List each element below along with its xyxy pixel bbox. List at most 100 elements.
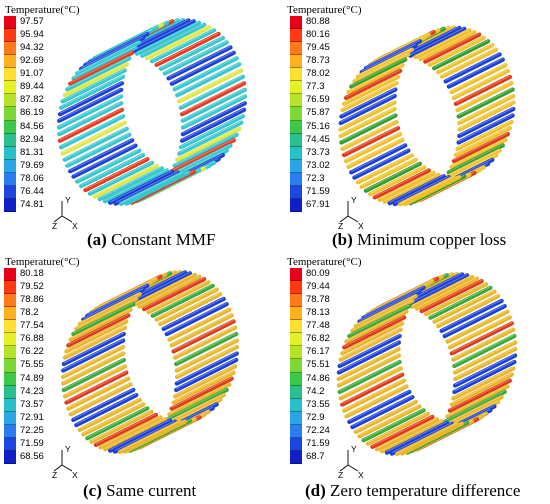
winding-bar-highlight: [459, 101, 514, 129]
winding-bar-highlight: [365, 162, 421, 191]
winding-bar-highlight: [359, 290, 420, 322]
winding-bar: [62, 364, 128, 399]
winding-bar: [164, 301, 229, 337]
winding-bar: [142, 277, 207, 312]
winding-bar-highlight: [349, 390, 410, 422]
tick-label: 80.16: [306, 29, 330, 41]
colorbar-swatch: [4, 398, 16, 412]
winding-bar: [177, 120, 244, 156]
winding-bar-highlight: [62, 339, 124, 370]
winding-bar-highlight: [350, 143, 406, 172]
winding-bar-highlight: [338, 354, 400, 385]
winding-bar: [451, 132, 510, 164]
winding-bar: [338, 100, 397, 132]
winding-bar-highlight: [174, 364, 236, 396]
winding-bar-highlight: [406, 273, 468, 305]
winding-bar: [169, 313, 234, 348]
winding-bar: [77, 397, 142, 432]
tick-label: 72.25: [20, 424, 44, 436]
winding-bar-highlight: [441, 299, 502, 331]
winding-bar-highlight: [357, 48, 413, 77]
winding-bar: [117, 419, 183, 454]
winding-bar: [66, 376, 131, 411]
winding-bar: [350, 298, 415, 334]
winding-bar: [62, 325, 128, 360]
winding-bar-highlight: [171, 377, 232, 409]
colorbar-swatch: [4, 372, 16, 386]
legend-title-a: Temperature(°C): [5, 4, 80, 16]
winding-bar-highlight: [120, 171, 184, 204]
winding-bar: [60, 120, 127, 156]
winding-bar-highlight: [455, 126, 511, 155]
winding-bar: [62, 62, 129, 98]
axis-z-label: Z: [338, 221, 344, 231]
winding-bar-highlight: [381, 419, 443, 451]
winding-bar: [410, 274, 475, 309]
winding-bar-highlight: [68, 377, 129, 409]
winding-bar: [64, 370, 129, 405]
colorbar-swatch: [290, 120, 302, 134]
winding-bar-highlight: [179, 68, 242, 101]
winding-bar: [361, 408, 426, 443]
winding-bar: [180, 101, 247, 137]
winding-bar: [337, 333, 402, 369]
winding-bar-highlight: [59, 108, 123, 141]
winding-bar: [58, 74, 126, 110]
winding-bar-highlight: [87, 406, 148, 438]
winding-bar-highlight: [64, 364, 126, 396]
winding-bar: [456, 87, 515, 119]
colorbar-swatch: [290, 398, 302, 412]
winding-bar-highlight: [447, 310, 508, 342]
tick-label: 94.32: [20, 42, 44, 54]
winding-bar-highlight: [166, 302, 227, 334]
tick-label: 79.44: [306, 281, 330, 293]
colorbar-swatch: [290, 333, 302, 347]
winding-bar: [336, 346, 401, 382]
winding-bar-highlight: [357, 153, 413, 182]
winding-bar: [180, 87, 247, 123]
winding-bar-highlight: [64, 62, 128, 95]
tick-label: 73.57: [20, 398, 44, 410]
colorbar-swatch: [4, 55, 16, 69]
winding-bar-highlight: [345, 69, 401, 98]
winding-bar-highlight: [174, 133, 237, 166]
winding-bar: [363, 161, 422, 193]
winding-bar-highlight: [174, 56, 237, 89]
winding-bar-highlight: [182, 101, 246, 134]
winding-bar-highlight: [404, 26, 460, 55]
tick-label: 74.2: [306, 385, 325, 397]
winding-bar-highlight: [365, 39, 421, 68]
winding-bar-highlight: [181, 81, 245, 114]
winding-bar: [64, 319, 129, 354]
winding-bar-highlight: [151, 28, 215, 61]
colorbar-swatch: [290, 411, 302, 425]
winding-bar: [338, 366, 403, 401]
winding-bar: [129, 19, 196, 55]
axis-y-label: Y: [351, 195, 357, 205]
winding-bar-highlight: [355, 400, 417, 432]
winding-bar-highlight: [372, 415, 433, 447]
axis-y-label: Y: [65, 195, 71, 205]
colorbar-swatch: [290, 320, 302, 334]
colorbar-swatch: [4, 437, 16, 451]
winding-bar-highlight: [453, 132, 509, 161]
winding-bar-highlight: [69, 51, 133, 84]
winding-bar-highlight: [410, 27, 465, 56]
winding-bar-highlight: [176, 127, 240, 160]
winding-bar-highlight: [451, 321, 513, 353]
winding-bar-highlight: [376, 417, 438, 449]
winding-bar-highlight: [139, 275, 200, 307]
winding-bar-highlight: [168, 45, 231, 78]
winding-bar: [453, 340, 518, 375]
winding-bar-highlight: [83, 288, 144, 320]
winding-bar: [414, 276, 479, 311]
winding-bar: [172, 132, 239, 168]
winding-bar-highlight: [79, 398, 140, 430]
winding-bar-highlight: [73, 45, 136, 78]
winding-bar-highlight: [94, 164, 158, 197]
tick-label: 84.56: [20, 120, 44, 132]
winding-bar: [379, 419, 444, 454]
winding-bar: [452, 333, 517, 369]
winding-bar: [57, 81, 125, 117]
winding-bar-highlight: [67, 133, 130, 166]
